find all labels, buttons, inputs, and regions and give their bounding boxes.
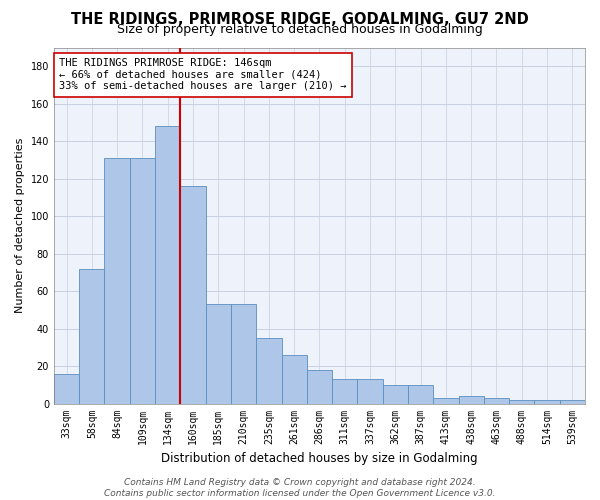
Bar: [256, 338, 281, 404]
Text: THE RIDINGS PRIMROSE RIDGE: 146sqm
← 66% of detached houses are smaller (424)
33: THE RIDINGS PRIMROSE RIDGE: 146sqm ← 66%…: [59, 58, 347, 92]
Bar: [535, 400, 560, 404]
Bar: [358, 379, 383, 404]
Bar: [458, 396, 484, 404]
Bar: [433, 398, 458, 404]
Bar: [307, 370, 332, 404]
Bar: [155, 126, 181, 404]
Bar: [206, 304, 231, 404]
Bar: [484, 398, 509, 404]
Text: Size of property relative to detached houses in Godalming: Size of property relative to detached ho…: [117, 22, 483, 36]
Bar: [130, 158, 155, 404]
Bar: [332, 379, 358, 404]
Bar: [560, 400, 585, 404]
Bar: [383, 385, 408, 404]
Y-axis label: Number of detached properties: Number of detached properties: [15, 138, 25, 313]
Text: Contains HM Land Registry data © Crown copyright and database right 2024.
Contai: Contains HM Land Registry data © Crown c…: [104, 478, 496, 498]
Bar: [79, 268, 104, 404]
Bar: [54, 374, 79, 404]
Bar: [408, 385, 433, 404]
Bar: [181, 186, 206, 404]
Bar: [231, 304, 256, 404]
Text: THE RIDINGS, PRIMROSE RIDGE, GODALMING, GU7 2ND: THE RIDINGS, PRIMROSE RIDGE, GODALMING, …: [71, 12, 529, 28]
Bar: [509, 400, 535, 404]
Bar: [104, 158, 130, 404]
Bar: [281, 355, 307, 404]
X-axis label: Distribution of detached houses by size in Godalming: Distribution of detached houses by size …: [161, 452, 478, 465]
